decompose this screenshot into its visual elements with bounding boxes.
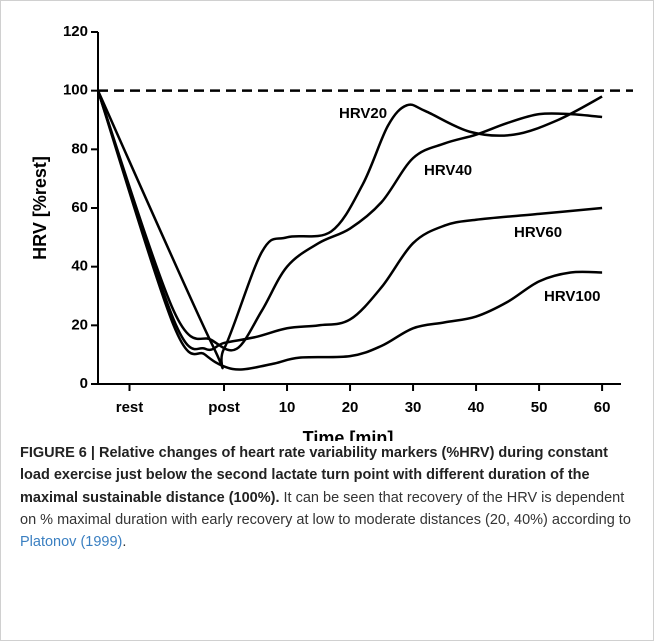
x-tick-label: rest	[116, 399, 144, 416]
series-label: HRV20	[339, 105, 387, 122]
caption-text: It can be seen that recovery of the HRV …	[20, 489, 631, 528]
line	[96, 90, 603, 370]
x-tick-label: 40	[468, 399, 485, 416]
y-tick-label: 100	[63, 82, 88, 99]
y-axis-title: HRV [%rest]	[30, 156, 50, 260]
caption-bold: FIGURE 6 | Relative changes of heart rat…	[20, 445, 608, 506]
x-tick-label: 30	[405, 399, 422, 416]
caption: FIGURE 6 | Relative changes of heart rat…	[20, 442, 640, 553]
series-label: HRV100	[544, 288, 600, 305]
y-tick-label: 20	[71, 316, 88, 333]
line	[96, 90, 603, 352]
chart: Time [min] HRV [%rest] 0 20 40 60 80 100 120 re…	[30, 23, 633, 441]
y-tick-label: 80	[71, 140, 88, 157]
caption-end: .	[122, 534, 127, 551]
series-label: HRV60	[514, 224, 562, 241]
x-tick-label: 60	[594, 399, 611, 416]
x-tick-label: 20	[342, 399, 359, 416]
y-tick-label: 40	[71, 258, 88, 275]
y-tick-label: 60	[71, 199, 88, 216]
series-label: HRV40	[424, 162, 472, 179]
line	[96, 90, 603, 352]
caption-link[interactable]: Platonov (1999)	[20, 534, 123, 551]
y-tick-label: 0	[80, 375, 88, 392]
y-tick-label: 120	[63, 23, 88, 40]
line	[96, 90, 603, 371]
x-tick-label: post	[208, 399, 240, 416]
x-tick-label: 10	[279, 399, 296, 416]
x-tick-label: 50	[531, 399, 548, 416]
x-axis-title: Time [min]	[303, 428, 394, 441]
